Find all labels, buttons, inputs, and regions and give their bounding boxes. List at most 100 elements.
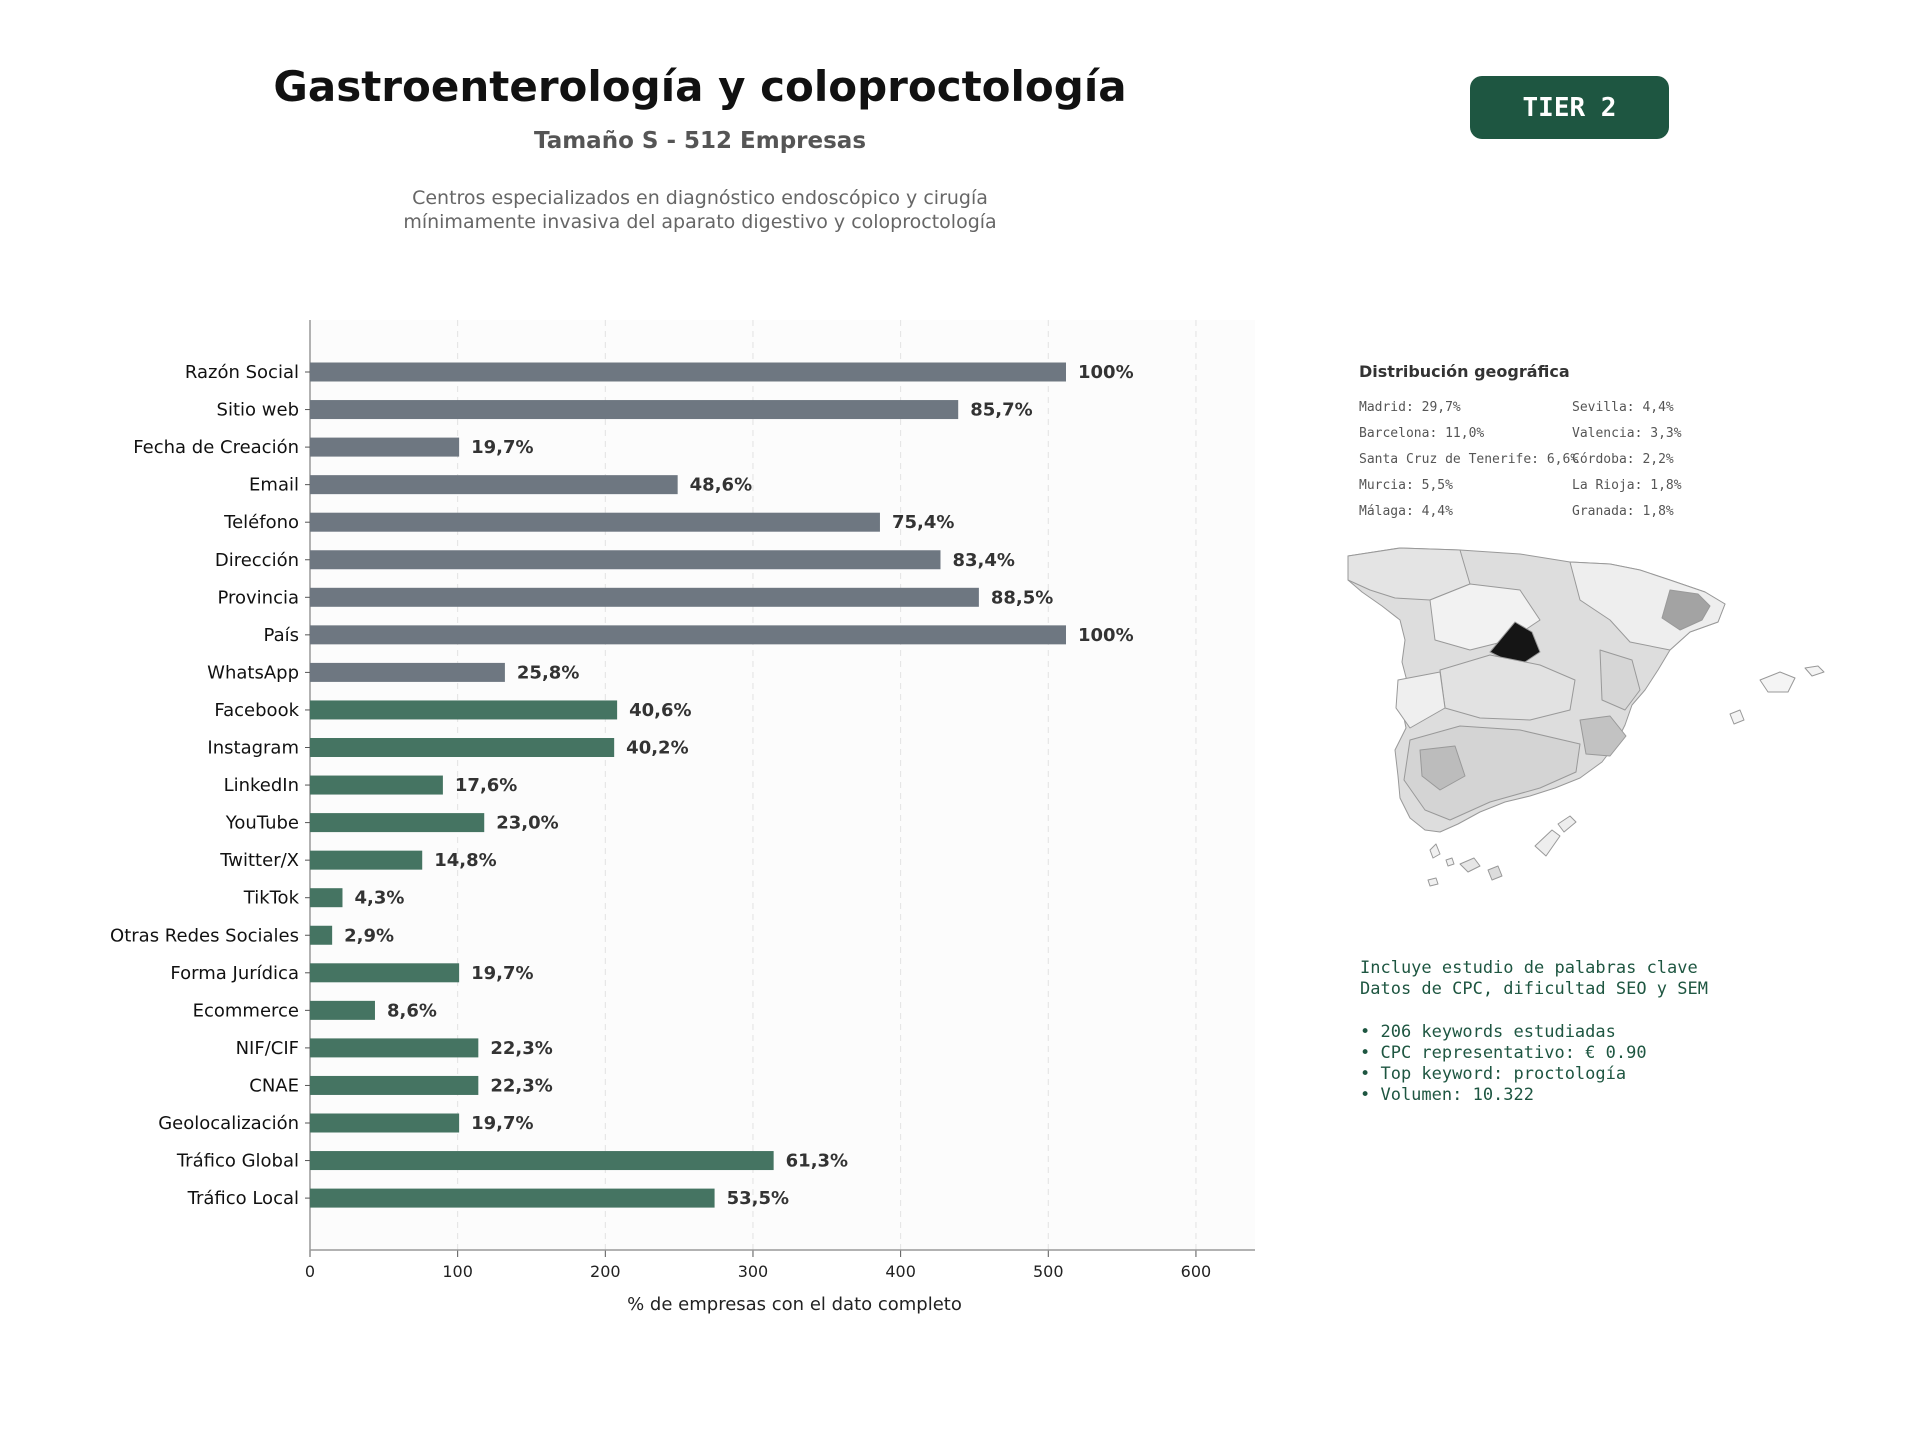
map-region-murcia xyxy=(1579,715,1627,757)
geo-item-left: Murcia: 5,5% xyxy=(1359,478,1453,493)
data-label: 8,6% xyxy=(387,1000,437,1021)
map-island-mallorca xyxy=(1759,671,1796,693)
bar xyxy=(310,362,1066,382)
map-island-lanzarote xyxy=(1557,815,1577,833)
bar xyxy=(310,625,1066,645)
x-tick-label: 300 xyxy=(738,1262,769,1281)
keyword-bullet: • CPC representativo: € 0.90 xyxy=(1360,1043,1647,1063)
map-region-sevilla xyxy=(1419,745,1466,791)
geo-item-right: Granada: 1,8% xyxy=(1572,504,1674,519)
data-label: 25,8% xyxy=(517,662,579,683)
data-label: 83,4% xyxy=(952,550,1014,571)
map-island-tenerife xyxy=(1459,857,1481,873)
data-label: 19,7% xyxy=(471,437,533,458)
bar xyxy=(310,925,333,945)
bar xyxy=(310,1000,375,1020)
spain-map xyxy=(1347,547,1825,887)
plot-area xyxy=(310,320,1255,1250)
y-tick-label: YouTube xyxy=(225,813,299,834)
data-label: 4,3% xyxy=(354,888,404,909)
map-region-center xyxy=(1439,654,1576,721)
y-tick-label: Geolocalización xyxy=(158,1113,299,1134)
bar xyxy=(310,738,615,757)
map-island-gomera xyxy=(1445,857,1455,867)
bar xyxy=(310,1113,460,1133)
bar xyxy=(310,1038,479,1058)
keywords-line-2: Datos de CPC, dificultad SEO y SEM xyxy=(1360,979,1708,999)
data-label: 61,3% xyxy=(786,1151,848,1172)
map-region-northeast xyxy=(1569,561,1726,651)
data-label: 40,2% xyxy=(626,738,688,759)
y-tick-label: Email xyxy=(249,475,299,496)
data-label: 100% xyxy=(1078,625,1134,646)
map-island-gran-canaria xyxy=(1487,865,1503,881)
tier-badge: TIER 2 xyxy=(1470,76,1669,139)
y-tick-label: TikTok xyxy=(243,888,300,909)
y-tick-label: Sitio web xyxy=(217,400,299,421)
x-tick-label: 100 xyxy=(442,1262,473,1281)
data-label: 22,3% xyxy=(490,1075,552,1096)
bar xyxy=(310,437,460,457)
geo-item-left: Santa Cruz de Tenerife: 6,6% xyxy=(1359,452,1579,467)
y-tick-label: WhatsApp xyxy=(207,662,299,683)
data-label: 100% xyxy=(1078,362,1134,383)
keyword-bullet: • Volumen: 10.322 xyxy=(1360,1085,1534,1105)
map-island-ibiza xyxy=(1729,709,1745,725)
y-tick-label: Otras Redes Sociales xyxy=(110,925,299,946)
data-label: 48,6% xyxy=(690,475,752,496)
map-region-madrid xyxy=(1489,621,1541,665)
data-label: 88,5% xyxy=(991,587,1053,608)
data-label: 53,5% xyxy=(727,1188,789,1209)
geo-item-left: Madrid: 29,7% xyxy=(1359,400,1461,415)
description-line-1: Centros especializados en diagnóstico en… xyxy=(412,187,988,209)
data-label: 22,3% xyxy=(490,1038,552,1059)
keywords-line-1: Incluye estudio de palabras clave xyxy=(1360,958,1698,978)
y-tick-label: Facebook xyxy=(214,700,299,721)
data-label: 19,7% xyxy=(471,1113,533,1134)
y-tick-label: CNAE xyxy=(249,1075,299,1096)
bar-chart: 0 100 200 300 400 500 600 % de empresas con el … xyxy=(110,320,1255,1315)
geo-item-left: Barcelona: 11,0% xyxy=(1359,426,1485,441)
bar xyxy=(310,813,485,833)
y-tick-label: Instagram xyxy=(207,738,299,759)
y-tick-label: Fecha de Creación xyxy=(133,437,299,458)
geo-item-right: La Rioja: 1,8% xyxy=(1572,478,1682,493)
geo-title: Distribución geográfica xyxy=(1359,362,1570,381)
bar xyxy=(310,587,979,607)
y-tick-label: Forma Jurídica xyxy=(170,963,299,984)
y-tick-label: Twitter/X xyxy=(219,850,299,871)
y-tick-label: Teléfono xyxy=(223,512,299,533)
geo-item-right: Valencia: 3,3% xyxy=(1572,426,1682,441)
x-tick-label: 600 xyxy=(1181,1262,1212,1281)
y-tick-label: País xyxy=(264,625,299,646)
map-island-menorca xyxy=(1804,665,1825,677)
x-tick-label: 0 xyxy=(305,1262,315,1281)
page-description: Centros especializados en diagnóstico en… xyxy=(320,186,1080,234)
bar xyxy=(310,550,941,570)
data-label: 17,6% xyxy=(455,775,517,796)
bar xyxy=(310,963,460,983)
y-tick-label: Ecommerce xyxy=(193,1000,299,1021)
bar xyxy=(310,1151,774,1171)
bar xyxy=(310,700,618,720)
bar xyxy=(310,400,959,420)
y-tick-label: Provincia xyxy=(217,587,299,608)
y-tick-label: Tráfico Local xyxy=(187,1188,299,1209)
bar xyxy=(310,512,880,532)
map-island-la-palma xyxy=(1429,843,1441,859)
bar xyxy=(310,888,343,908)
bar xyxy=(310,1075,479,1095)
bar xyxy=(310,475,678,495)
bar xyxy=(310,775,443,795)
geo-item-left: Málaga: 4,4% xyxy=(1359,504,1453,519)
x-tick-label: 200 xyxy=(590,1262,621,1281)
keywords-intro: Incluye estudio de palabras clave Datos … xyxy=(1360,958,1708,1000)
x-tick-label: 500 xyxy=(1033,1262,1064,1281)
keyword-bullet: • 206 keywords estudiadas xyxy=(1360,1022,1616,1042)
description-line-2: mínimamente invasiva del aparato digesti… xyxy=(403,211,997,233)
data-label: 40,6% xyxy=(629,700,691,721)
y-tick-label: NIF/CIF xyxy=(236,1038,299,1059)
data-label: 2,9% xyxy=(344,925,394,946)
bar xyxy=(310,1188,715,1208)
y-tick-label: LinkedIn xyxy=(224,775,299,796)
